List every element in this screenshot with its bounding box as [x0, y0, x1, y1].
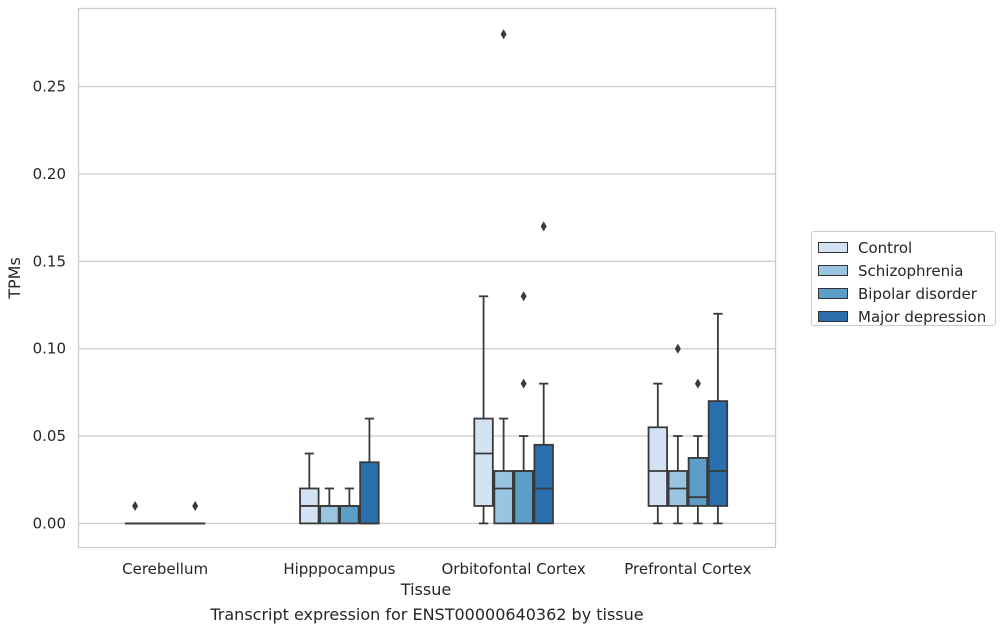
x-axis-title: Tissue — [400, 580, 451, 599]
box-iqr — [533, 443, 554, 525]
x-tick-label: Prefrontal Cortex — [624, 560, 751, 578]
legend-label: Major depression — [858, 307, 987, 326]
legend-item: Control — [818, 236, 989, 259]
y-tick-label: 0.15 — [33, 252, 66, 270]
legend-label: Schizophrenia — [858, 261, 964, 280]
x-tick-label: Hipppocampus — [283, 560, 395, 578]
box-iqr — [687, 456, 709, 507]
chart-caption: Transcript expression for ENST0000064036… — [210, 605, 644, 624]
legend-swatch — [818, 265, 848, 276]
legend-item: Major depression — [818, 305, 989, 328]
y-gridlines — [78, 85, 775, 525]
outlier-point — [674, 343, 681, 354]
legend-label: Control — [858, 238, 913, 257]
outlier-point — [132, 500, 139, 511]
box-iqr — [647, 426, 668, 507]
outlier-point — [520, 378, 527, 389]
y-axis-title: TPMs — [5, 257, 24, 300]
box-iqr — [319, 505, 340, 525]
legend-swatch — [818, 311, 848, 322]
outlier-point — [520, 291, 527, 302]
box-plot-series — [124, 29, 729, 525]
y-tick-label: 0.10 — [33, 340, 66, 358]
legend-item: Bipolar disorder — [818, 282, 989, 305]
y-axis-ticks: 0.00 0.05 0.10 0.15 0.20 0.25 — [33, 78, 66, 533]
y-tick-label: 0.00 — [33, 514, 66, 532]
box-iqr — [473, 417, 494, 507]
legend-swatch — [818, 242, 848, 253]
outlier-point — [540, 221, 547, 232]
outlier-point — [694, 378, 701, 389]
legend-item: Schizophrenia — [818, 259, 989, 282]
x-tick-label: Orbitofontal Cortex — [442, 560, 586, 578]
box-iqr — [707, 400, 729, 507]
y-tick-label: 0.25 — [33, 78, 66, 96]
x-tick-label: Cerebellum — [122, 560, 208, 578]
box-iqr — [339, 505, 360, 525]
box-iqr — [359, 461, 380, 525]
x-axis-ticks: Cerebellum Hipppocampus Orbitofontal Corte… — [122, 560, 751, 578]
legend-swatch — [818, 288, 848, 299]
outlier-point — [500, 29, 507, 40]
legend: Control Schizophrenia Bipolar disorder Majo… — [811, 231, 996, 326]
legend-label: Bipolar disorder — [858, 284, 977, 303]
outlier-point — [192, 500, 199, 511]
plot-area-frame — [77, 7, 777, 549]
y-tick-label: 0.05 — [33, 427, 66, 445]
y-tick-label: 0.20 — [33, 165, 66, 183]
box-iqr — [513, 470, 534, 525]
box-iqr — [493, 470, 514, 525]
